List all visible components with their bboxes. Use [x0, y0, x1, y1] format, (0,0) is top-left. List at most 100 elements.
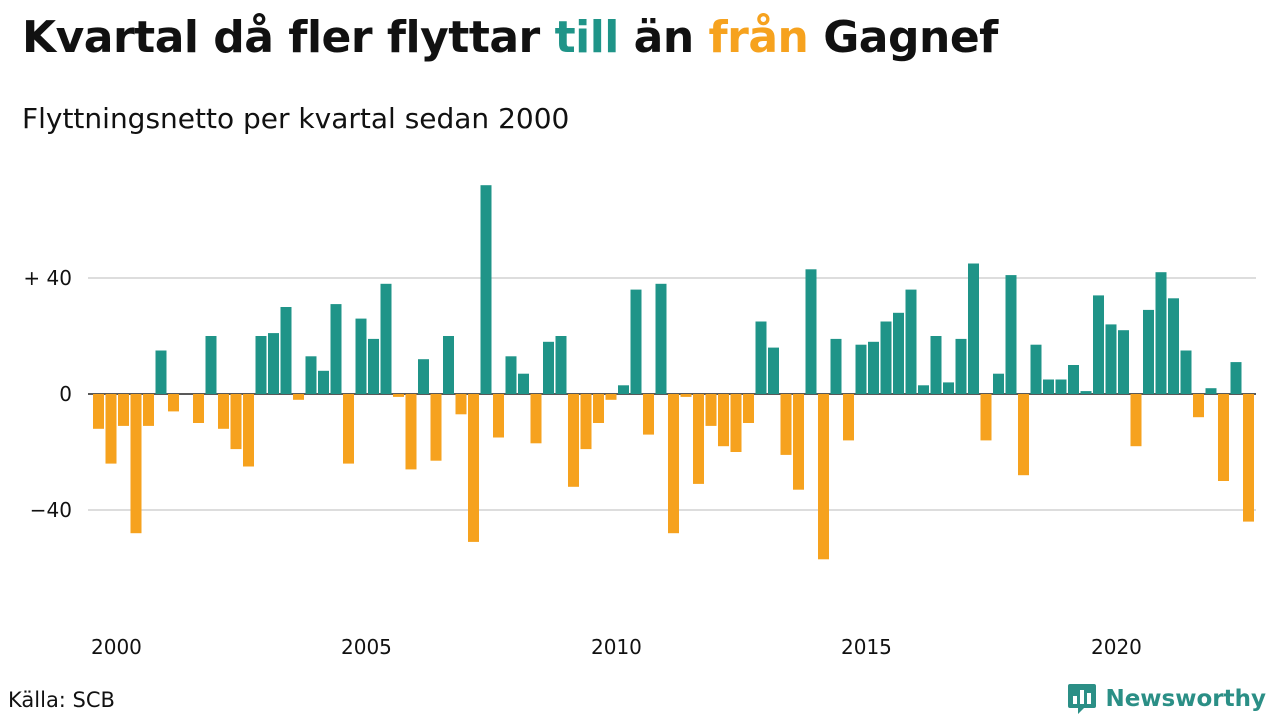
bar [205, 336, 217, 394]
bar [293, 394, 304, 400]
bar [155, 350, 167, 394]
bar [568, 394, 579, 487]
brand-logo: Newsworthy [1067, 682, 1266, 716]
bar [805, 269, 817, 394]
bar [1043, 379, 1054, 394]
bar [880, 321, 892, 394]
bar [743, 394, 754, 423]
bar [605, 394, 617, 400]
bar [518, 373, 529, 394]
bar [980, 394, 992, 441]
bar [1243, 394, 1254, 522]
title-part-2: än [618, 12, 709, 63]
bar [618, 385, 629, 394]
bar [918, 385, 929, 394]
x-tick-label: 2010 [591, 635, 642, 659]
x-tick-label: 2000 [91, 635, 142, 659]
bar [480, 185, 492, 394]
bar [468, 394, 479, 542]
bar [1168, 298, 1179, 394]
bar [943, 382, 954, 394]
bar [930, 336, 942, 394]
bar [455, 394, 467, 415]
bar [318, 370, 329, 394]
bar [118, 394, 129, 426]
bar [893, 312, 904, 394]
bar [580, 394, 592, 450]
bar [593, 394, 604, 423]
bar [193, 394, 204, 423]
bar [1080, 391, 1092, 394]
bar [443, 336, 454, 394]
bar [705, 394, 717, 426]
bar [493, 394, 504, 438]
bar [530, 394, 542, 444]
bar [355, 318, 367, 394]
bar [1193, 394, 1204, 418]
bar [305, 356, 317, 394]
bar [243, 394, 254, 467]
bar [1030, 344, 1042, 394]
title-word-fran: från [708, 12, 809, 63]
bar [255, 336, 267, 394]
bar [855, 344, 867, 394]
bar-chart: + 40 0 −40 2000 2005 2010 2015 2020 [23, 185, 1256, 659]
bar [268, 333, 279, 394]
bar [130, 394, 142, 534]
chart-title: Kvartal då fler flyttar till än från Gag… [22, 12, 998, 63]
bar [393, 394, 404, 397]
bar [993, 373, 1004, 394]
bar [643, 394, 654, 435]
bar [793, 394, 804, 490]
title-part-1: Kvartal då fler flyttar [22, 12, 555, 63]
bar [1118, 330, 1129, 394]
y-tick-label: 0 [59, 382, 72, 406]
bar [1130, 394, 1142, 447]
source-note: Källa: SCB [8, 688, 115, 712]
bar [830, 338, 842, 394]
bar [218, 394, 229, 429]
bar [1155, 272, 1167, 394]
bar [1180, 350, 1192, 394]
bar [555, 336, 567, 394]
bar [230, 394, 242, 450]
bar [543, 341, 554, 394]
bar [818, 394, 829, 560]
bar [843, 394, 854, 441]
bar [955, 338, 967, 394]
bar [1018, 394, 1029, 476]
bar [1005, 275, 1017, 394]
bar [405, 394, 417, 470]
bar [680, 394, 692, 397]
bar [1218, 394, 1229, 481]
bar [418, 359, 429, 394]
y-tick-label: −40 [30, 498, 72, 522]
bar [905, 289, 917, 394]
bar [630, 289, 642, 394]
bar [780, 394, 792, 455]
bar [1105, 324, 1117, 394]
bar [755, 321, 767, 394]
bar [343, 394, 354, 464]
bar [1143, 309, 1154, 394]
bar [380, 283, 392, 394]
bar [693, 394, 704, 484]
x-tick-label: 2015 [841, 635, 892, 659]
bar [1093, 295, 1104, 394]
x-tick-label: 2020 [1091, 635, 1142, 659]
brand-name: Newsworthy [1105, 686, 1266, 712]
x-tick-label: 2005 [341, 635, 392, 659]
bar [718, 394, 729, 447]
bar [1205, 388, 1217, 394]
y-tick-label: + 40 [23, 266, 72, 290]
bar [730, 394, 742, 452]
chart-subtitle: Flyttningsnetto per kvartal sedan 2000 [22, 102, 570, 135]
bar [768, 347, 779, 394]
y-axis-labels: + 40 0 −40 [23, 266, 72, 522]
bar [1055, 379, 1067, 394]
bar [668, 394, 679, 534]
bar [280, 307, 292, 394]
bar [93, 394, 104, 429]
bar [105, 394, 117, 464]
bar [430, 394, 442, 461]
